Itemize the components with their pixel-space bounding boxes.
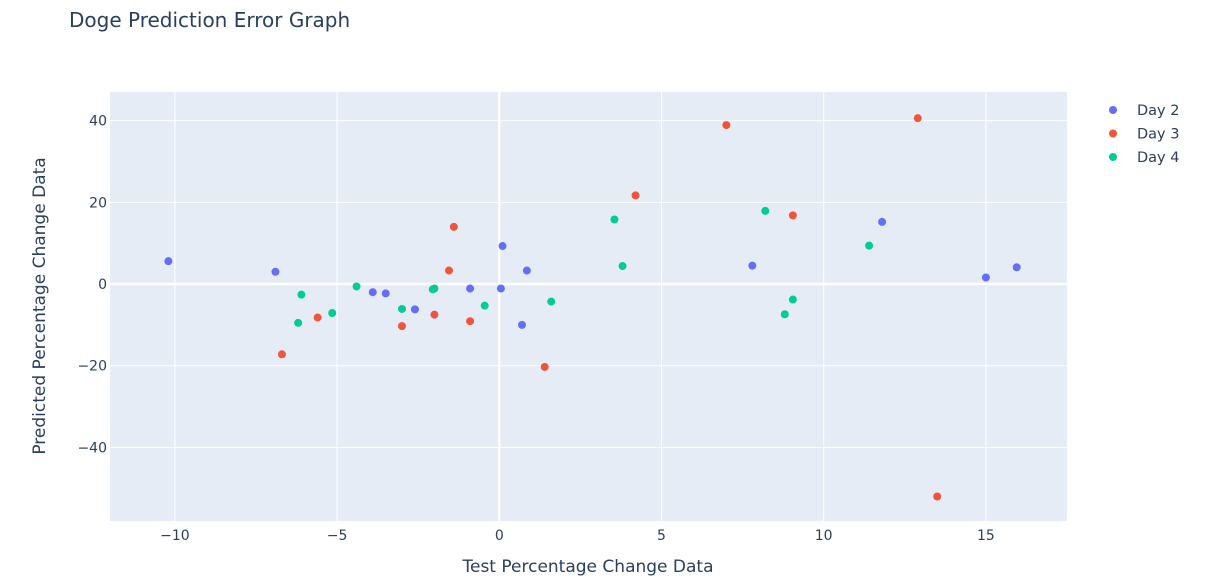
data-point[interactable] <box>522 266 531 275</box>
data-point[interactable] <box>368 288 377 297</box>
data-point[interactable] <box>430 310 439 319</box>
data-point[interactable] <box>328 309 337 318</box>
data-points <box>164 114 1021 501</box>
data-point[interactable] <box>517 320 526 329</box>
x-tick-labels: −10 −5 0 5 10 15 <box>160 528 995 544</box>
data-point[interactable] <box>428 285 437 294</box>
data-point[interactable] <box>788 295 797 304</box>
data-point[interactable] <box>540 362 549 371</box>
data-point[interactable] <box>722 121 731 130</box>
legend[interactable]: Day 2 Day 3 Day 4 <box>1109 103 1179 166</box>
x-tick-label: 10 <box>815 528 833 544</box>
data-point[interactable] <box>381 289 390 298</box>
legend-item-day-4[interactable]: Day 4 <box>1109 150 1179 166</box>
data-point[interactable] <box>294 318 303 327</box>
x-axis-title: Test Percentage Change Data <box>462 557 714 577</box>
data-point[interactable] <box>496 284 505 293</box>
y-tick-label: −20 <box>77 359 107 375</box>
x-tick-label: 15 <box>977 528 995 544</box>
legend-label: Day 4 <box>1137 150 1179 166</box>
x-tick-label: −5 <box>327 528 348 544</box>
y-axis-title: Predicted Percentage Change Data <box>30 157 50 454</box>
data-point[interactable] <box>913 114 922 123</box>
y-tick-labels: −40 −20 0 20 40 <box>77 114 107 457</box>
data-point[interactable] <box>297 290 306 299</box>
x-tick-label: 0 <box>495 528 504 544</box>
data-point[interactable] <box>410 305 419 314</box>
series-day-3 <box>277 114 942 501</box>
data-point[interactable] <box>788 211 797 220</box>
legend-marker <box>1109 129 1117 138</box>
data-point[interactable] <box>480 301 489 310</box>
series-day-4 <box>294 206 874 327</box>
data-point[interactable] <box>466 317 475 326</box>
y-tick-label: 40 <box>89 114 107 130</box>
y-tick-label: 20 <box>89 195 107 211</box>
gridlines <box>110 92 1067 521</box>
data-point[interactable] <box>780 310 789 319</box>
data-point[interactable] <box>498 242 507 251</box>
data-point[interactable] <box>1012 263 1021 272</box>
y-tick-label: 0 <box>98 277 107 293</box>
data-point[interactable] <box>397 304 406 313</box>
data-point[interactable] <box>277 350 286 359</box>
data-point[interactable] <box>933 492 942 501</box>
data-point[interactable] <box>271 267 280 276</box>
legend-label: Day 3 <box>1137 127 1179 143</box>
plot-area <box>110 92 1067 521</box>
data-point[interactable] <box>313 313 322 322</box>
data-point[interactable] <box>449 222 458 231</box>
data-point[interactable] <box>631 191 640 200</box>
x-tick-label: −10 <box>160 528 190 544</box>
data-point[interactable] <box>865 241 874 250</box>
series-day-2 <box>164 217 1021 329</box>
data-point[interactable] <box>878 217 887 226</box>
data-point[interactable] <box>610 215 619 224</box>
data-point[interactable] <box>748 261 757 270</box>
legend-label: Day 2 <box>1137 103 1179 119</box>
data-point[interactable] <box>981 273 990 282</box>
legend-marker <box>1109 153 1117 161</box>
x-tick-label: 5 <box>657 528 666 544</box>
data-point[interactable] <box>547 297 556 306</box>
legend-marker <box>1109 106 1117 114</box>
data-point[interactable] <box>618 262 627 271</box>
data-point[interactable] <box>466 284 475 293</box>
y-tick-label: −40 <box>77 440 107 456</box>
data-point[interactable] <box>397 322 406 331</box>
legend-item-day-3[interactable]: Day 3 <box>1109 127 1179 143</box>
data-point[interactable] <box>445 266 454 275</box>
data-point[interactable] <box>352 282 361 291</box>
legend-item-day-2[interactable]: Day 2 <box>1109 103 1179 119</box>
chart-title: Doge Prediction Error Graph <box>69 8 350 32</box>
data-point[interactable] <box>761 206 770 215</box>
data-point[interactable] <box>164 257 173 266</box>
